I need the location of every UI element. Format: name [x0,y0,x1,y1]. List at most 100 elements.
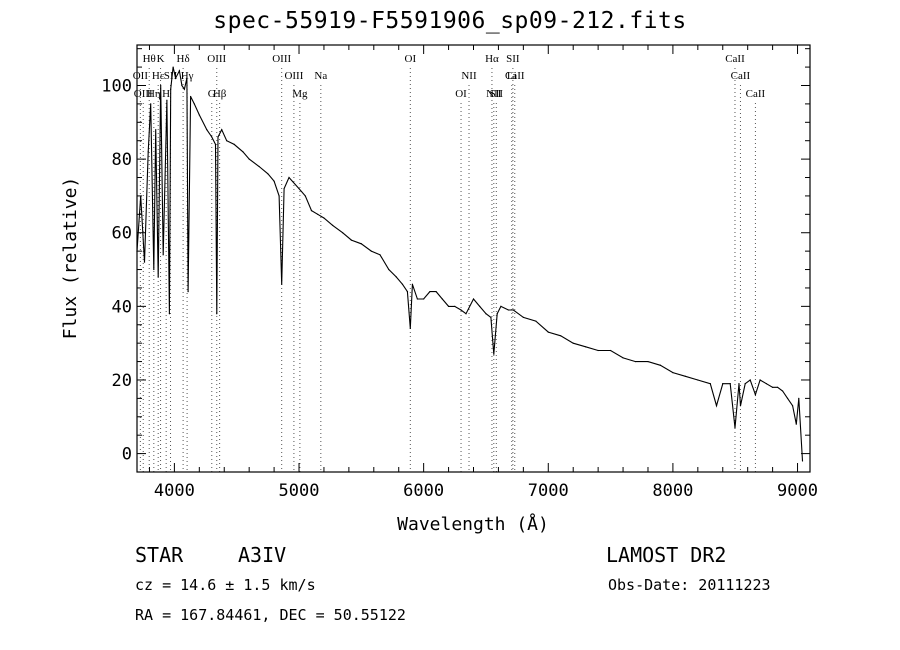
spectral-line-label: OI [455,88,467,100]
spectrum-point [547,331,549,333]
spectrum-point [765,383,767,385]
spectrum-point [211,136,213,138]
spectral-line-label: K [157,53,165,65]
spectrum-point [160,84,162,87]
spectrum-point [697,379,699,381]
spectral-line-label: G [208,88,216,100]
spectrum-point [485,313,487,315]
spectrum-point [281,283,283,285]
spectrum-point [181,84,183,87]
spectrum-point [233,143,235,145]
spectral-line-label: OIII [207,53,226,65]
spectrum-point [709,383,711,385]
spectrum-point [221,129,223,131]
spectrum-point [217,136,219,138]
spectrum-point [401,283,404,285]
object-class: STAR [135,543,184,567]
spectrum-point [214,143,217,145]
spectrum-point [738,383,740,385]
spectrum-point [388,268,390,271]
spectral-line-label: SII [490,88,504,100]
spectrum-point [535,320,537,322]
spectrum-point [153,268,155,271]
spectral-line-label: SII [506,53,520,65]
spectrum-point [155,129,157,131]
spectrum-point [729,383,731,385]
y-axis-ticks: 0 20 40 60 80 100 [101,48,810,465]
spectrum-point [522,316,524,318]
spectrum-point [298,187,300,190]
x-tick-label: 4000 [154,481,195,501]
spectrum-point [178,70,180,72]
spectrum-point [283,187,285,190]
spectrum-point [150,103,152,105]
spectrum-point [798,397,800,399]
spectrum-point [754,394,757,396]
spectrum-point [772,386,774,388]
spectrum-point [634,360,637,363]
spectrum-point [722,383,724,385]
spectrum-point [759,379,761,381]
x-tick-label: 5000 [279,481,320,501]
spectrum-point [507,309,509,311]
spectrum-point [175,77,177,79]
spectrum-point [472,298,475,300]
spectral-line-markers [139,68,756,472]
spectrum-point [672,372,674,374]
spectrum-point [304,195,306,197]
x-tick-label: 9000 [777,481,818,501]
spectrum-point [317,213,319,215]
coordinates: RA = 167.84461, DEC = 50.55122 [135,606,406,624]
spectrum-point [198,114,200,116]
spectrum-point [395,276,397,278]
spectral-line-label: CaII [746,88,766,100]
y-axis-label: Flux (relative) [60,177,81,340]
redshift-velocity: cz = 14.6 ± 1.5 km/s [135,576,316,594]
object-subclass: A3IV [238,543,287,567]
spectrum-point [609,349,612,352]
spectrum-point [360,243,362,245]
spectrum-point [776,386,779,388]
spectral-line-label: Hη [147,88,161,100]
spectrum-point [435,291,437,293]
spectrum-series [136,66,804,462]
spectrum-point [379,254,381,256]
spectral-line-label: Hε [152,70,165,82]
spectrum-point [734,427,736,429]
spectrum-point [749,379,751,381]
spectrum-point [267,173,269,175]
spectrum-point [460,309,462,311]
spectral-line-label: NII [461,70,477,82]
spectrum-point [406,291,409,293]
spectral-line-label: OI [405,53,417,65]
spectrum-point [342,232,344,234]
spectrum-point [143,261,146,263]
spectrum-point [258,165,260,168]
spectral-line-label: OIII [284,70,303,82]
spectrum-point [242,151,244,153]
spectral-line-label: CaII [505,70,525,82]
y-tick-label: 100 [101,76,132,96]
spectral-line-label: Hγ [181,70,194,82]
spectrum-point [493,353,495,355]
spectrum-point [172,66,174,68]
x-tick-label: 6000 [403,481,444,501]
spectrum-point [273,180,275,182]
spectrum-point [187,291,189,293]
spectrum-point [500,305,502,307]
spectral-line-label: Hα [485,53,499,65]
survey-name: LAMOST DR2 [606,543,727,567]
spectrum-point [193,103,195,105]
spectrum-point [350,239,352,241]
y-tick-label: 40 [112,297,132,317]
spectral-line-label: H [162,88,170,100]
spectrum-point [157,276,159,278]
spectrum-point [183,88,185,90]
y-tick-label: 20 [112,371,132,391]
spectrum-point [186,77,188,79]
spectrum-point [560,335,562,337]
spectrum-point [409,327,411,330]
plot-frame [136,44,811,473]
spectrum-point [479,305,481,307]
